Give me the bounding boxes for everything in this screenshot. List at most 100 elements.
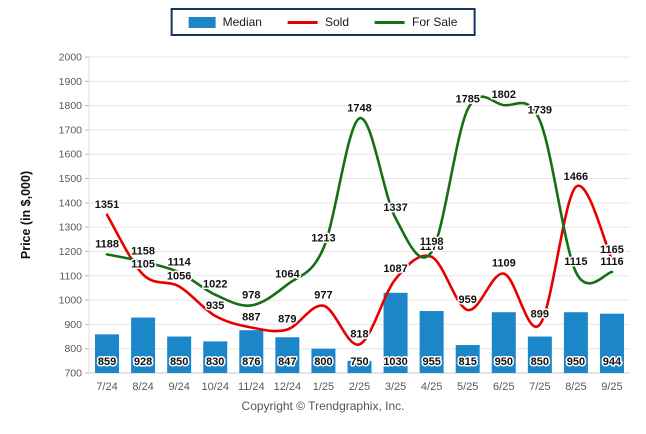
svg-text:1802: 1802 — [492, 89, 516, 101]
bar — [167, 336, 192, 373]
legend-label-median: Median — [222, 15, 262, 29]
svg-text:1056: 1056 — [167, 270, 191, 282]
svg-text:955: 955 — [422, 356, 440, 368]
svg-text:1400: 1400 — [59, 197, 83, 209]
svg-text:750: 750 — [350, 356, 368, 368]
svg-text:1600: 1600 — [59, 149, 83, 161]
svg-text:1739: 1739 — [528, 104, 552, 116]
svg-text:899: 899 — [531, 309, 549, 321]
svg-text:1900: 1900 — [59, 76, 83, 88]
svg-text:887: 887 — [242, 312, 260, 324]
value-labels: 859 928 850 830 876 847 800 750 1030 955 815 950 850… — [93, 88, 625, 370]
y-axis-title: Price (in $,000) — [19, 171, 33, 259]
svg-text:1087: 1087 — [383, 263, 407, 275]
bar — [419, 311, 444, 373]
svg-text:935: 935 — [206, 300, 224, 312]
svg-text:1000: 1000 — [59, 295, 83, 307]
legend-item-median: Median — [188, 15, 262, 29]
svg-text:1109: 1109 — [492, 258, 516, 270]
svg-text:1213: 1213 — [311, 232, 335, 244]
sold-line-swatch-icon — [287, 20, 318, 24]
svg-text:1337: 1337 — [383, 202, 407, 214]
legend-item-for-sale: For Sale — [375, 15, 457, 29]
bar — [455, 345, 480, 373]
svg-text:2/25: 2/25 — [349, 381, 370, 393]
svg-text:1466: 1466 — [564, 171, 588, 183]
svg-text:1500: 1500 — [59, 173, 83, 185]
bar — [347, 360, 372, 373]
svg-text:830: 830 — [206, 356, 224, 368]
x-axis-labels: 7/24 8/24 9/24 10/24 11/24 12/24 1/25 2/25 3/25 4… — [96, 381, 622, 393]
svg-text:879: 879 — [278, 313, 296, 325]
svg-text:859: 859 — [98, 356, 116, 368]
median-bar-swatch-icon — [188, 16, 216, 28]
svg-text:1022: 1022 — [203, 279, 227, 291]
svg-text:9/25: 9/25 — [601, 381, 622, 393]
svg-text:1114: 1114 — [168, 256, 192, 268]
svg-text:1115: 1115 — [564, 256, 587, 268]
svg-text:1165: 1165 — [600, 244, 624, 256]
bar — [239, 330, 264, 373]
svg-text:1351: 1351 — [95, 199, 119, 211]
svg-text:1748: 1748 — [347, 102, 371, 114]
svg-text:950: 950 — [495, 356, 513, 368]
svg-text:950: 950 — [567, 356, 585, 368]
chart-legend: Median Sold For Sale — [170, 8, 476, 36]
svg-text:1300: 1300 — [59, 222, 83, 234]
svg-text:959: 959 — [459, 294, 477, 306]
svg-text:815: 815 — [459, 356, 477, 368]
svg-text:6/25: 6/25 — [493, 381, 514, 393]
svg-text:1064: 1064 — [275, 269, 300, 281]
bar — [131, 317, 156, 373]
trend-lines — [105, 95, 614, 346]
median-bars — [95, 292, 624, 373]
legend-label-for-sale: For Sale — [412, 15, 458, 29]
svg-text:928: 928 — [134, 356, 152, 368]
legend-item-sold: Sold — [287, 15, 349, 29]
svg-text:700: 700 — [64, 368, 82, 380]
svg-text:978: 978 — [242, 289, 260, 301]
sold-line — [105, 184, 614, 346]
bar — [599, 313, 624, 373]
svg-text:818: 818 — [350, 328, 368, 340]
svg-text:1158: 1158 — [131, 246, 155, 258]
svg-text:1800: 1800 — [59, 100, 83, 112]
svg-text:4/25: 4/25 — [421, 381, 442, 393]
copyright-text: Copyright © Trendgraphix, Inc. — [241, 399, 405, 413]
for-sale-line-swatch-icon — [375, 20, 406, 24]
svg-text:12/24: 12/24 — [274, 381, 302, 393]
bar — [203, 341, 228, 373]
svg-text:1200: 1200 — [59, 246, 83, 258]
for-sale-line — [105, 95, 614, 307]
svg-text:977: 977 — [314, 290, 332, 302]
svg-text:944: 944 — [603, 356, 622, 368]
svg-text:1/25: 1/25 — [313, 381, 334, 393]
svg-text:1116: 1116 — [600, 256, 623, 268]
svg-text:1700: 1700 — [59, 124, 83, 136]
svg-text:1188: 1188 — [95, 238, 119, 250]
bar — [95, 334, 120, 373]
svg-text:2000: 2000 — [59, 52, 83, 64]
svg-text:850: 850 — [531, 356, 549, 368]
bar — [491, 312, 516, 373]
svg-text:1198: 1198 — [420, 236, 444, 248]
svg-text:1030: 1030 — [383, 356, 407, 368]
svg-text:1178: 1178 — [420, 241, 444, 253]
svg-text:1100: 1100 — [59, 270, 82, 282]
svg-text:8/24: 8/24 — [132, 381, 153, 393]
svg-text:8/25: 8/25 — [565, 381, 586, 393]
svg-text:1105: 1105 — [131, 259, 155, 271]
svg-text:800: 800 — [64, 343, 82, 355]
svg-text:5/25: 5/25 — [457, 381, 478, 393]
svg-text:11/24: 11/24 — [238, 381, 265, 393]
svg-text:10/24: 10/24 — [201, 381, 229, 393]
svg-text:9/24: 9/24 — [168, 381, 189, 393]
bar — [563, 312, 588, 373]
bar — [527, 336, 552, 373]
gridlines: 700 800 900 1000 1100 1200 1300 1400 1500 1600 170… — [59, 52, 630, 380]
bar — [311, 348, 336, 373]
svg-text:876: 876 — [242, 356, 260, 368]
svg-text:847: 847 — [278, 356, 296, 368]
